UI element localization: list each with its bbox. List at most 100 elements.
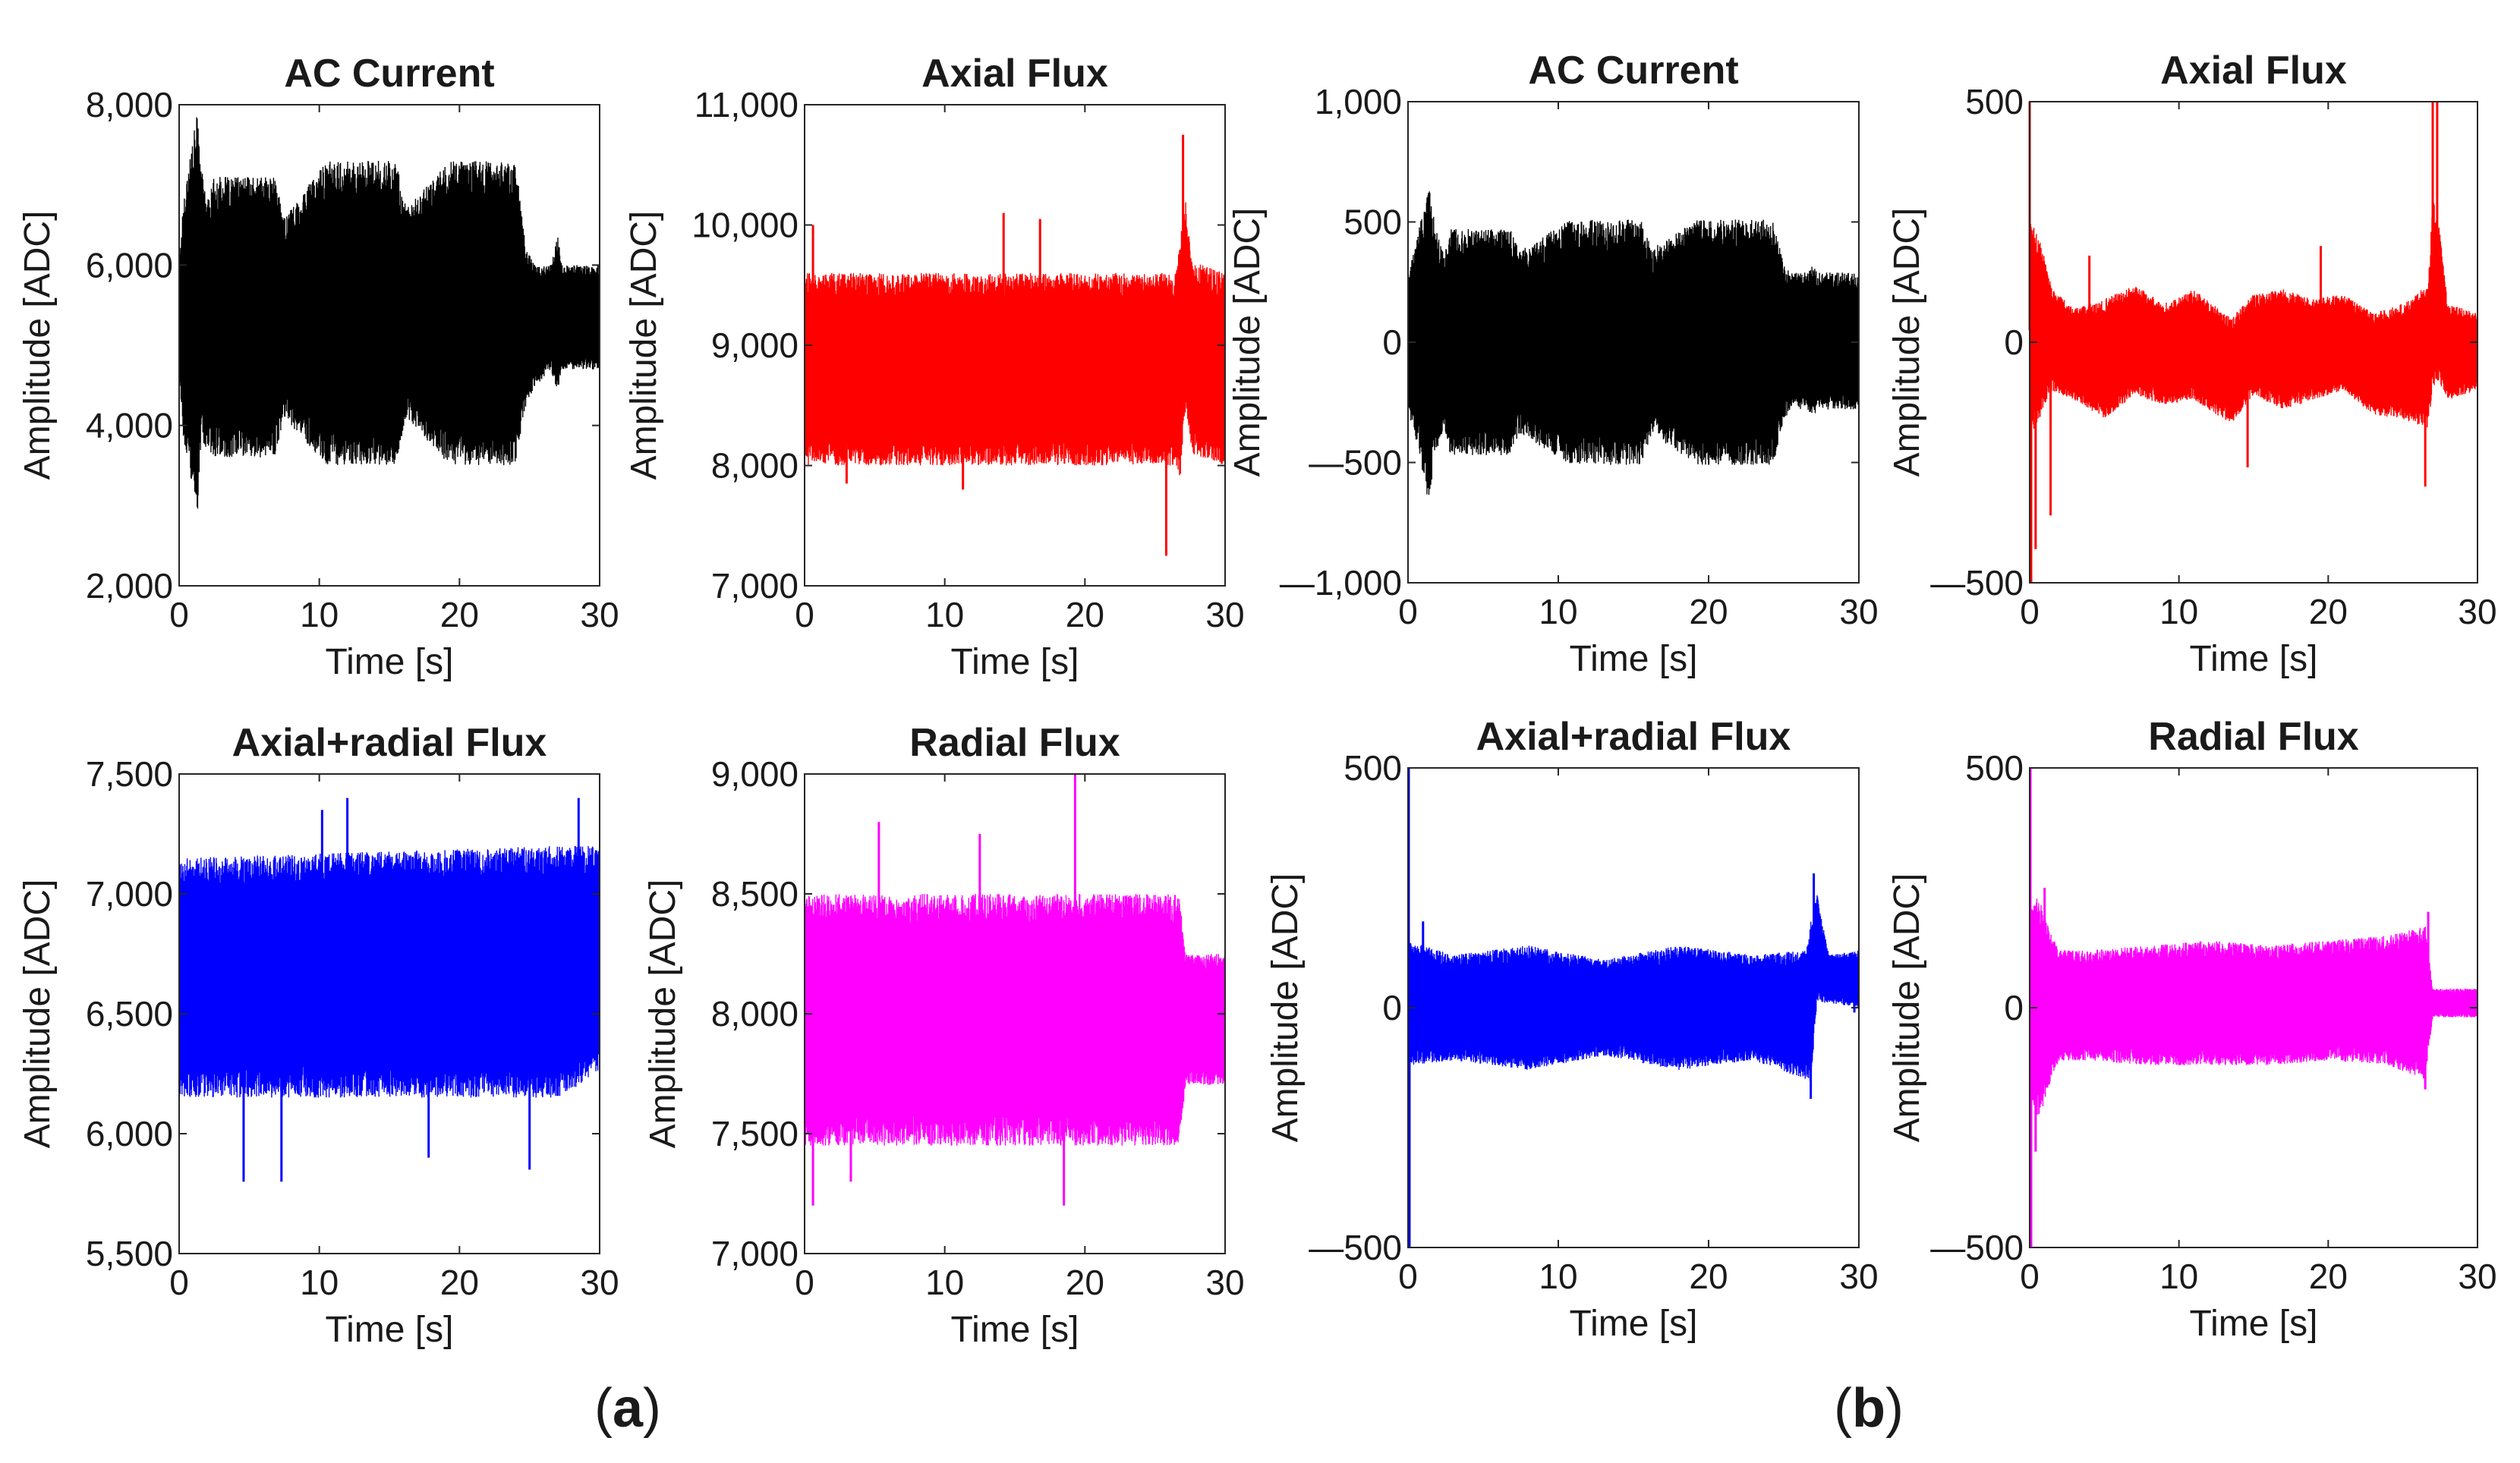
y-tick-label: 0 xyxy=(1382,988,1402,1027)
y-axis-label: Amplitude [ADC] xyxy=(1887,873,1927,1143)
x-tick-label: 20 xyxy=(1066,1263,1104,1302)
y-axis-label: Amplitude [ADC] xyxy=(17,879,58,1149)
subplot-5: 0 10 20 30 7,000 7,500 8,000 8,500 9,000 Radial F… xyxy=(643,721,1245,1350)
panel-label-a: (a) xyxy=(594,1378,661,1439)
y-tick-label: 9,000 xyxy=(711,754,799,794)
x-tick-label: 20 xyxy=(2309,1257,2348,1296)
y-tick-label: 10,000 xyxy=(691,206,799,245)
x-tick-label: 10 xyxy=(300,595,339,634)
x-tick-label: 0 xyxy=(795,1263,814,1302)
chart-title: Radial Flux xyxy=(2148,715,2358,759)
y-tick-label: 6,500 xyxy=(86,994,173,1034)
x-tick-label: 0 xyxy=(2020,1257,2040,1296)
signal-trace xyxy=(1407,895,1860,1081)
signal-trace xyxy=(178,845,600,1098)
y-tick-label: 2,000 xyxy=(86,566,173,606)
y-tick-label: 7,000 xyxy=(711,566,799,606)
signal-trace xyxy=(804,893,1226,1146)
y-axis-label: Amplitude [ADC] xyxy=(1227,208,1268,477)
y-tick-label: 8,000 xyxy=(711,994,799,1034)
subplot-2: 0 10 20 30 —1,000 —500 0 500 1,000 AC Current Time… xyxy=(1227,49,1879,679)
chart-title: Axial+radial Flux xyxy=(232,721,547,765)
y-tick-label: 8,000 xyxy=(711,446,799,486)
x-tick-label: 30 xyxy=(1839,592,1878,631)
x-tick-label: 30 xyxy=(1205,595,1244,634)
y-tick-label: 9,000 xyxy=(711,326,799,365)
subplot-0: 0 10 20 30 2,000 4,000 6,000 8,000 AC Current Tim… xyxy=(17,52,619,682)
x-axis-label: Time [s] xyxy=(951,1310,1079,1350)
x-tick-label: 20 xyxy=(2309,592,2348,631)
x-tick-label: 30 xyxy=(580,595,619,634)
x-tick-label: 10 xyxy=(1539,1257,1577,1296)
y-axis-label: Amplitude [ADC] xyxy=(643,879,683,1149)
chart-title: Axial+radial Flux xyxy=(1476,715,1791,759)
y-tick-label: 4,000 xyxy=(86,406,173,445)
subplot-grid: 0 10 20 30 2,000 4,000 6,000 8,000 AC Current Tim… xyxy=(17,49,2497,1350)
panel-label-b: (b) xyxy=(1834,1378,1904,1439)
signal-trace xyxy=(804,202,1226,476)
x-axis-label: Time [s] xyxy=(326,1310,454,1350)
y-tick-label: —1,000 xyxy=(1280,563,1402,603)
y-tick-label: 500 xyxy=(1965,748,2024,788)
x-tick-label: 20 xyxy=(440,595,479,634)
x-axis-label: Time [s] xyxy=(1570,639,1698,679)
subplot-1: 0 10 20 30 7,000 8,000 9,000 10,000 11,000 Axial … xyxy=(624,52,1245,682)
x-tick-label: 10 xyxy=(300,1263,339,1302)
x-tick-label: 10 xyxy=(1539,592,1577,631)
x-tick-label: 0 xyxy=(1398,592,1418,631)
x-tick-label: 10 xyxy=(925,595,964,634)
y-tick-label: 8,500 xyxy=(711,874,799,914)
y-tick-label: 7,000 xyxy=(86,874,173,914)
x-axis-label: Time [s] xyxy=(1570,1304,1698,1344)
y-tick-label: —500 xyxy=(1930,1228,2024,1267)
x-tick-label: 30 xyxy=(2458,1257,2496,1296)
y-tick-label: 6,000 xyxy=(86,1114,173,1153)
subplot-4: 0 10 20 30 5,500 6,000 6,500 7,000 7,500 Axial+ra… xyxy=(17,721,619,1350)
x-axis-label: Time [s] xyxy=(2190,639,2318,679)
y-tick-label: 0 xyxy=(2004,988,2024,1027)
x-tick-label: 0 xyxy=(795,595,814,634)
x-tick-label: 0 xyxy=(2020,592,2040,631)
x-tick-label: 30 xyxy=(580,1263,619,1302)
x-tick-label: 10 xyxy=(925,1263,964,1302)
signal-trace xyxy=(2029,898,2478,1115)
y-tick-label: —500 xyxy=(1309,1228,1402,1267)
x-axis-label: Time [s] xyxy=(326,642,454,682)
chart-title: AC Current xyxy=(284,52,494,96)
y-tick-label: —500 xyxy=(1930,563,2024,603)
y-tick-label: 500 xyxy=(1343,748,1402,788)
x-tick-label: 10 xyxy=(2159,592,2198,631)
y-tick-label: 5,500 xyxy=(86,1234,173,1273)
y-tick-label: 0 xyxy=(2004,322,2024,362)
y-axis-label: Amplitude [ADC] xyxy=(624,211,664,480)
x-tick-label: 10 xyxy=(2159,1257,2198,1296)
y-axis-label: Amplitude [ADC] xyxy=(1265,873,1306,1143)
x-tick-label: 0 xyxy=(1398,1257,1418,1296)
y-tick-label: 7,000 xyxy=(711,1234,799,1273)
signal-trace xyxy=(1407,191,1860,496)
signal-trace xyxy=(2029,203,2478,433)
y-tick-label: —500 xyxy=(1309,443,1402,483)
signal-trace xyxy=(178,117,600,509)
x-tick-label: 20 xyxy=(1689,592,1728,631)
y-axis-label: Amplitude [ADC] xyxy=(17,211,58,480)
y-tick-label: 1,000 xyxy=(1315,82,1402,121)
chart-title: Axial Flux xyxy=(2160,49,2347,93)
x-axis-label: Time [s] xyxy=(2190,1304,2318,1344)
chart-title: AC Current xyxy=(1528,49,1738,93)
chart-title: Radial Flux xyxy=(909,721,1120,765)
y-tick-label: 0 xyxy=(1382,322,1402,362)
plot-frame xyxy=(178,104,600,587)
chart-title: Axial Flux xyxy=(921,52,1108,96)
y-tick-label: 11,000 xyxy=(695,85,799,124)
x-tick-label: 20 xyxy=(1066,595,1104,634)
y-tick-label: 7,500 xyxy=(86,754,173,794)
x-tick-label: 30 xyxy=(1839,1257,1878,1296)
x-tick-label: 20 xyxy=(440,1263,479,1302)
y-tick-label: 6,000 xyxy=(86,245,173,285)
y-tick-label: 7,500 xyxy=(711,1114,799,1153)
